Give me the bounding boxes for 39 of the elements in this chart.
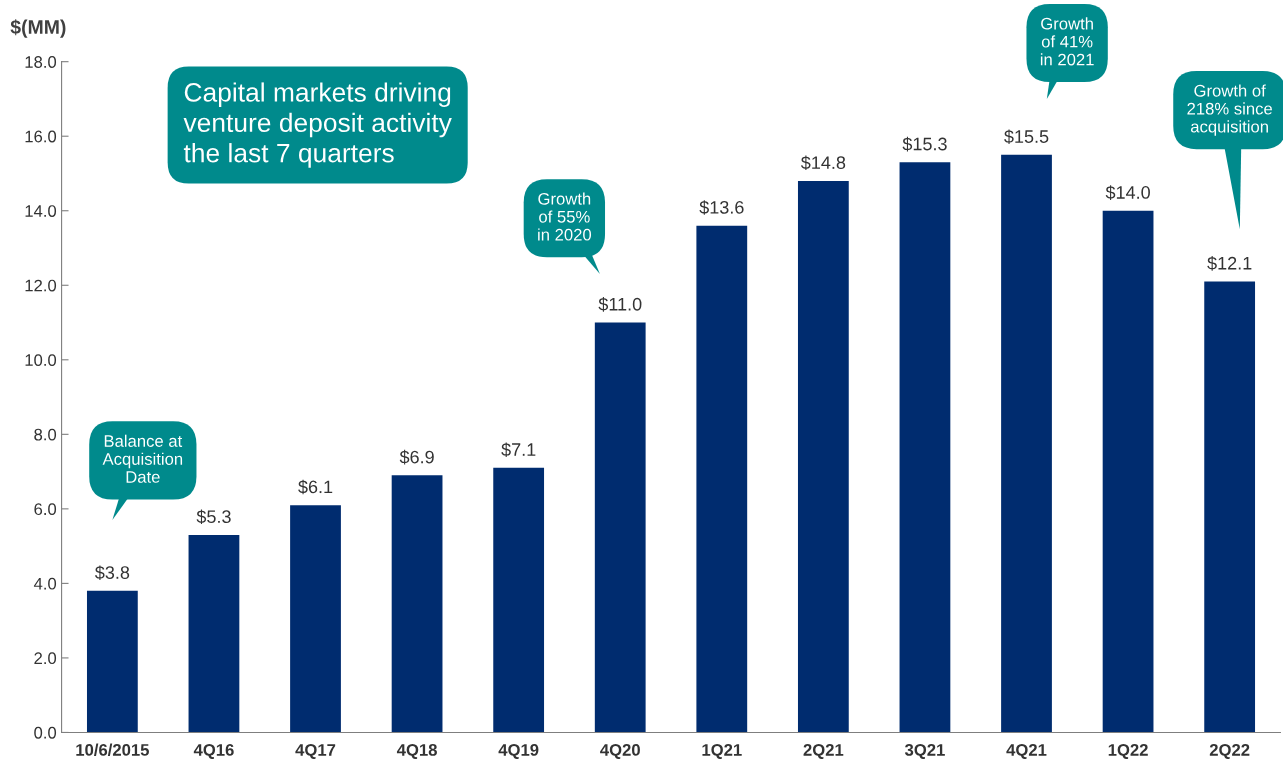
annotation: Growth of 218% since acquisition xyxy=(1187,84,1272,136)
y-tick-label: 14.0 xyxy=(25,205,57,217)
data-label: $15.3 xyxy=(902,136,947,152)
x-tick-label: 1Q22 xyxy=(1108,744,1148,759)
data-label: $11.0 xyxy=(598,297,642,312)
data-label: $15.5 xyxy=(1004,129,1049,145)
x-tick-label: 4Q21 xyxy=(1006,744,1047,759)
y-tick-label: 8.0 xyxy=(34,428,57,441)
data-label: $12.1 xyxy=(1207,256,1252,271)
x-tick-label: 4Q17 xyxy=(295,744,336,759)
y-tick-label: 10.0 xyxy=(25,354,57,366)
y-tick-label: 12.0 xyxy=(25,279,57,292)
data-label: $7.1 xyxy=(501,442,536,458)
x-tick-label: 1Q21 xyxy=(702,744,742,759)
y-tick-label: 18.0 xyxy=(25,56,57,68)
x-tick-label: 3Q21 xyxy=(904,744,945,759)
x-tick-label: 2Q21 xyxy=(803,744,844,759)
data-label: $6.1 xyxy=(298,479,333,495)
annotation: Growth of 41% in 2021 xyxy=(1040,17,1094,66)
y-tick-label: 0.0 xyxy=(34,726,57,739)
y-tick-label: 4.0 xyxy=(33,577,57,590)
data-label: $13.6 xyxy=(699,200,744,215)
data-label: $14.0 xyxy=(1105,185,1150,200)
y-tick-label: 16.0 xyxy=(25,130,57,143)
data-label: $3.8 xyxy=(95,565,130,581)
x-tick-label: 4Q19 xyxy=(498,744,539,759)
x-tick-label: 10/6/2015 xyxy=(76,743,149,756)
y-axis-title: $(MM) xyxy=(10,19,66,38)
data-label: $6.9 xyxy=(399,449,434,465)
data-label: $14.8 xyxy=(800,155,846,171)
x-tick-label: 4Q18 xyxy=(396,744,437,759)
annotation: Balance at Acquisition Date xyxy=(102,434,183,483)
y-tick-label: 2.0 xyxy=(34,652,57,665)
x-tick-label: 4Q16 xyxy=(193,744,234,759)
x-tick-label: 2Q22 xyxy=(1209,744,1250,759)
annotation: Capital markets driving venture deposit activity the last 7 quarters xyxy=(183,82,452,168)
y-tick-label: 6.0 xyxy=(34,503,57,516)
x-tick-label: 4Q20 xyxy=(600,744,640,759)
data-label: $5.3 xyxy=(196,509,231,525)
